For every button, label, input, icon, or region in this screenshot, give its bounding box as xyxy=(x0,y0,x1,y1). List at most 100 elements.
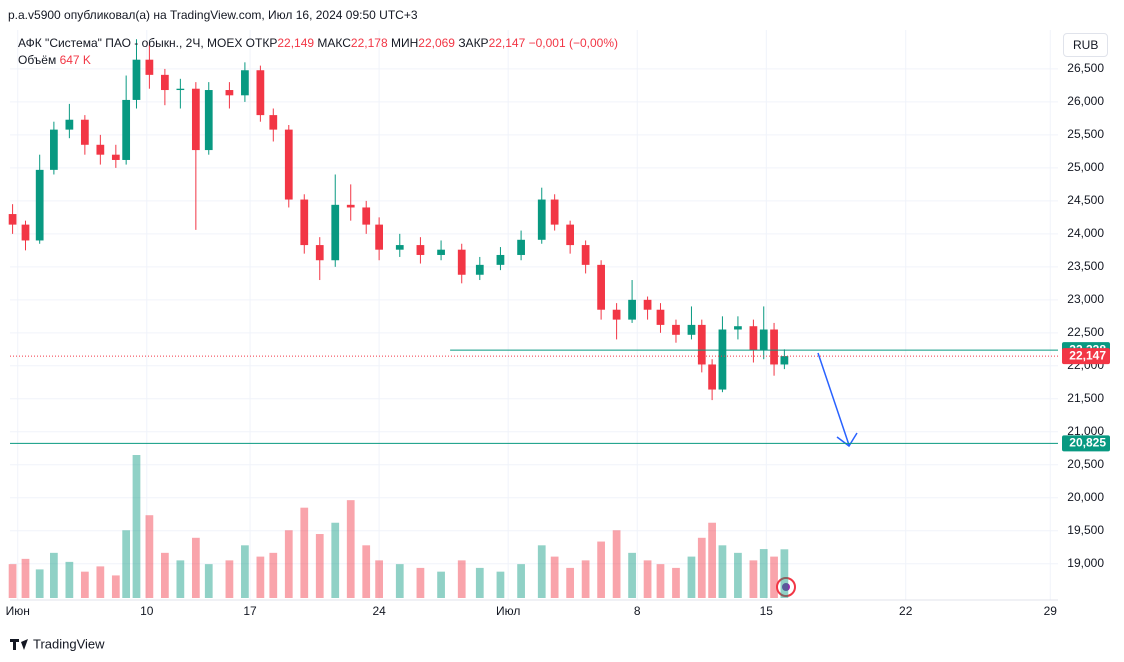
close-label: ЗАКР xyxy=(458,36,489,50)
y-tick-label: 20,500 xyxy=(1067,457,1104,471)
volume-bar xyxy=(395,564,404,598)
candle-body xyxy=(656,309,665,325)
volume-bar xyxy=(191,537,200,598)
x-tick-label: 8 xyxy=(634,604,641,618)
symbol: АФК "Система" ПАО - обыкн., 2Ч, MOEX xyxy=(18,36,243,50)
high-label: МАКС xyxy=(317,36,351,50)
high-value: 22,178 xyxy=(350,36,388,50)
event-icon-dot xyxy=(782,583,790,591)
candle-body xyxy=(362,207,371,225)
volume-bar xyxy=(643,560,652,598)
y-tick-label: 19,000 xyxy=(1067,556,1104,570)
y-tick-label: 25,000 xyxy=(1067,160,1104,174)
candle-body xyxy=(457,249,466,275)
candle-body xyxy=(80,119,89,145)
volume-bar xyxy=(537,545,546,598)
candle-body xyxy=(284,129,293,200)
arrow-head xyxy=(836,432,858,448)
candle-body xyxy=(132,59,141,100)
volume-bar xyxy=(176,560,185,598)
volume-bar xyxy=(204,564,213,598)
x-tick-label: 15 xyxy=(760,604,774,618)
candle-body xyxy=(315,245,324,261)
volume-bar xyxy=(132,455,141,598)
x-tick-label: 10 xyxy=(140,604,154,618)
x-tick-label: Июн xyxy=(6,604,30,618)
candle-body xyxy=(300,199,309,246)
y-tick-label: 23,000 xyxy=(1067,292,1104,306)
volume-bar xyxy=(225,560,234,598)
candle-body xyxy=(269,115,278,130)
volume-bar xyxy=(331,522,340,598)
candle-body xyxy=(416,245,425,255)
candle-body xyxy=(780,356,789,365)
volume-bar xyxy=(457,560,466,598)
volume-bar xyxy=(256,556,265,598)
volume-bar xyxy=(656,564,665,598)
x-tick-label: 29 xyxy=(1044,604,1058,618)
y-tick-label: 23,500 xyxy=(1067,259,1104,273)
forecast-arrow xyxy=(817,352,850,446)
volume-bar xyxy=(718,545,727,598)
y-tick-label: 20,000 xyxy=(1067,490,1104,504)
volume-value: 647 K xyxy=(59,53,91,67)
volume-bar xyxy=(96,566,105,598)
candle-body xyxy=(759,329,768,350)
price-label: 22,147 xyxy=(1069,348,1106,362)
candle-body xyxy=(176,88,185,91)
candle-body xyxy=(256,70,265,116)
candle-body xyxy=(628,299,636,320)
volume-bar xyxy=(416,567,425,598)
candle-body xyxy=(612,309,621,320)
volume-bar xyxy=(734,552,742,598)
open-label: ОТКР xyxy=(245,36,278,50)
y-tick-label: 26,000 xyxy=(1067,94,1104,108)
candle-body xyxy=(581,245,590,265)
y-tick-label: 25,500 xyxy=(1067,127,1104,141)
y-tick-label: 24,500 xyxy=(1067,193,1104,207)
volume-bar xyxy=(50,552,58,598)
volume-legend: Объём 647 K xyxy=(18,53,91,67)
volume-bar xyxy=(496,571,505,598)
volume-bar xyxy=(145,515,154,598)
candle-body xyxy=(225,90,234,96)
candle-body xyxy=(550,199,559,225)
candle-body xyxy=(687,324,696,335)
volume-bar xyxy=(597,541,605,598)
currency-button[interactable]: RUB xyxy=(1063,33,1109,57)
volume-bar xyxy=(687,556,696,598)
candle-body xyxy=(122,99,131,160)
x-tick-label: 17 xyxy=(243,604,257,618)
volume-bar xyxy=(300,507,309,598)
volume-bar xyxy=(21,558,30,598)
volume-bar xyxy=(161,552,169,598)
price-label-bg xyxy=(1062,348,1110,365)
volume-bar xyxy=(612,530,621,598)
volume-label: Объём xyxy=(18,53,57,67)
volume-bar xyxy=(375,560,383,598)
volume-bar xyxy=(672,567,680,598)
candle-body xyxy=(566,224,575,246)
volume-bar xyxy=(65,561,74,598)
volume-bar xyxy=(122,530,131,598)
candle-body xyxy=(50,129,58,170)
tv-logo xyxy=(10,639,28,650)
y-tick-label: 21,000 xyxy=(1067,424,1104,438)
x-tick-label: 22 xyxy=(899,604,913,618)
volume-bar xyxy=(362,545,371,598)
candle-body xyxy=(191,88,200,151)
candle-body xyxy=(643,299,652,310)
y-tick-label: 22,500 xyxy=(1067,325,1104,339)
volume-bar xyxy=(8,564,17,598)
volume-bar xyxy=(241,545,249,598)
candle-body xyxy=(672,324,680,335)
candle-body xyxy=(708,364,716,390)
candle-body xyxy=(697,324,706,365)
volume-bar xyxy=(269,552,278,598)
close-value: 22,147 xyxy=(488,36,526,50)
publish-info: p.a.v5900 опубликовал(а) на TradingView.… xyxy=(8,8,418,22)
x-tick-label: 24 xyxy=(372,604,386,618)
x-tick-label: Июл xyxy=(496,604,520,618)
